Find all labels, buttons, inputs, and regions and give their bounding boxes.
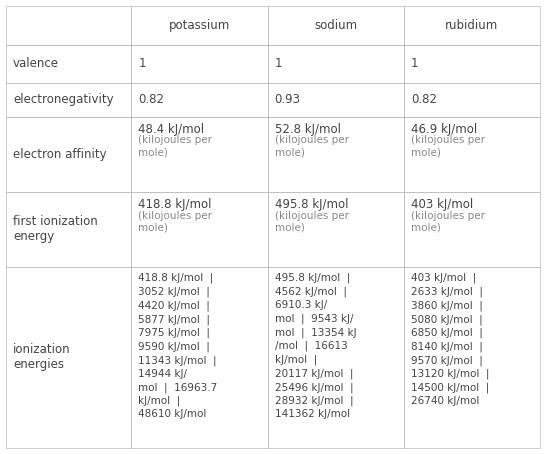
Bar <box>132 83 268 117</box>
Text: valence: valence <box>13 57 59 70</box>
Text: 1: 1 <box>139 57 146 70</box>
Bar <box>132 192 268 267</box>
Bar <box>6 192 132 267</box>
Text: first ionization
energy: first ionization energy <box>13 215 98 243</box>
Bar <box>404 83 540 117</box>
Text: 403 kJ/mol: 403 kJ/mol <box>411 198 473 211</box>
Bar <box>132 44 268 83</box>
Bar <box>6 6 132 44</box>
Text: 418.8 kJ/mol  |
3052 kJ/mol  |
4420 kJ/mol  |
5877 kJ/mol  |
7975 kJ/mol  |
9590: 418.8 kJ/mol | 3052 kJ/mol | 4420 kJ/mol… <box>139 273 218 419</box>
Bar <box>268 44 404 83</box>
Text: 403 kJ/mol  |
2633 kJ/mol  |
3860 kJ/mol  |
5080 kJ/mol  |
6850 kJ/mol  |
8140 k: 403 kJ/mol | 2633 kJ/mol | 3860 kJ/mol |… <box>411 273 489 406</box>
Text: electron affinity: electron affinity <box>13 148 106 161</box>
Bar <box>404 192 540 267</box>
Bar <box>268 192 404 267</box>
Bar <box>404 6 540 44</box>
Bar <box>6 267 132 448</box>
Bar <box>6 44 132 83</box>
Text: rubidium: rubidium <box>446 19 498 32</box>
Bar <box>268 117 404 192</box>
Bar <box>404 267 540 448</box>
Bar <box>6 83 132 117</box>
Text: sodium: sodium <box>314 19 357 32</box>
Text: 52.8 kJ/mol: 52.8 kJ/mol <box>275 123 341 136</box>
Bar <box>6 117 132 192</box>
Text: 0.93: 0.93 <box>275 94 301 106</box>
Bar <box>268 6 404 44</box>
Text: (kilojoules per
mole): (kilojoules per mole) <box>411 211 485 232</box>
Text: 418.8 kJ/mol: 418.8 kJ/mol <box>139 198 212 211</box>
Bar <box>268 83 404 117</box>
Text: (kilojoules per
mole): (kilojoules per mole) <box>275 135 349 157</box>
Text: potassium: potassium <box>169 19 230 32</box>
Bar <box>132 6 268 44</box>
Text: (kilojoules per
mole): (kilojoules per mole) <box>139 135 212 157</box>
Bar <box>404 117 540 192</box>
Text: 0.82: 0.82 <box>411 94 437 106</box>
Bar <box>268 267 404 448</box>
Bar <box>132 267 268 448</box>
Text: electronegativity: electronegativity <box>13 94 114 106</box>
Text: 48.4 kJ/mol: 48.4 kJ/mol <box>139 123 205 136</box>
Text: (kilojoules per
mole): (kilojoules per mole) <box>275 211 349 232</box>
Text: 495.8 kJ/mol  |
4562 kJ/mol  |
6910.3 kJ/
mol  |  9543 kJ/
mol  |  13354 kJ
/mol: 495.8 kJ/mol | 4562 kJ/mol | 6910.3 kJ/ … <box>275 273 357 419</box>
Text: 0.82: 0.82 <box>139 94 164 106</box>
Bar <box>132 117 268 192</box>
Text: 495.8 kJ/mol: 495.8 kJ/mol <box>275 198 348 211</box>
Text: (kilojoules per
mole): (kilojoules per mole) <box>411 135 485 157</box>
Text: 1: 1 <box>411 57 418 70</box>
Text: 1: 1 <box>275 57 282 70</box>
Text: (kilojoules per
mole): (kilojoules per mole) <box>139 211 212 232</box>
Bar <box>404 44 540 83</box>
Text: ionization
energies: ionization energies <box>13 344 70 371</box>
Text: 46.9 kJ/mol: 46.9 kJ/mol <box>411 123 477 136</box>
